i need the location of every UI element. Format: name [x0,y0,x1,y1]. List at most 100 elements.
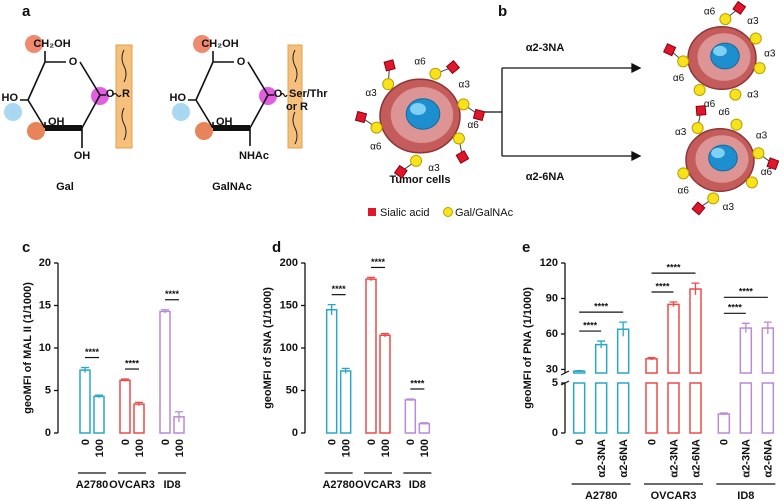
bar [159,310,171,434]
bar [761,382,775,434]
group-label: OH [48,116,65,128]
x-tick-label: α2-6NA [618,439,630,478]
y-tick-label: 90 [546,292,558,304]
gal-galnac [752,147,765,160]
group-label: HO [2,92,19,104]
y-axis-label: geoMFI of SNA (1/1000) [262,287,274,409]
treatment-label: α2-6NA [526,171,565,183]
bar [93,395,105,434]
significance-label: **** [583,320,598,330]
panel-label: e [522,239,530,256]
group-label: OH [216,116,233,128]
significance-label: **** [728,303,743,313]
linkage-label: α3 [747,16,759,27]
y-tick-label: 60 [546,328,558,340]
group-label: ID8 [409,479,426,491]
gal-galnac [730,118,743,131]
group-label: Ser/Thr [289,88,328,100]
linkage-label: α3 [459,80,471,91]
sialic-acid [455,150,470,164]
site-circle [193,35,211,53]
bar [339,370,352,434]
linkage-label: α6 [704,6,716,17]
linkage-label: α6 [414,57,426,68]
panel-label: c [22,239,30,256]
y-axis-label: geoMFI of PNA (1/1000) [522,287,534,409]
error-bar [341,367,350,374]
y-tick-label: 200 [280,257,298,269]
bar [616,382,630,434]
error-bar [367,276,375,281]
significance-label: **** [85,347,100,357]
bar [739,382,753,434]
gal-galnac [753,62,766,75]
y-tick-label: 150 [280,299,298,311]
linkage-label: α3 [756,131,768,142]
gal-galnac [719,13,732,26]
significance-label: **** [655,281,670,291]
y-tick-label: 120 [540,257,558,269]
error-bar [741,322,750,333]
linkage-label: α3 [764,48,776,59]
linkage-label: α3 [723,202,735,213]
significance-label: **** [125,358,140,368]
group-label: ID8 [163,479,180,491]
bar [667,303,680,374]
error-bar [763,321,772,334]
bar [404,399,417,434]
sialic-acid [732,0,747,15]
y-tick-label: 5 [45,384,51,396]
group-label: HO [170,92,187,104]
error-bar [327,304,336,315]
nucleus-highlight [711,147,725,159]
error-bar [669,301,678,307]
y-tick-label: 5 [552,377,558,389]
x-tick-label: 100 [134,439,146,457]
y-tick-label: 30 [546,363,558,375]
panel-label: d [272,239,281,256]
bar [79,369,91,434]
gal-galnac [691,122,704,135]
sialic-acid [354,110,368,124]
group-label: CH₂OH [33,38,70,50]
bar [572,382,586,434]
significance-label: **** [410,378,425,388]
group-label: O [274,88,283,100]
significance-label: **** [594,302,609,312]
linkage-label: α6 [761,167,773,178]
group-label: A2780 [76,479,108,491]
chain [121,49,127,141]
linkage-label: α6 [704,99,716,110]
significance-label: **** [666,262,681,272]
sialic-acid [663,43,677,57]
linkage-label: α3 [428,163,440,174]
error-bar [175,411,183,422]
sialic-acid [766,157,780,171]
arrow-head [631,62,642,162]
legend-swatch [368,208,376,216]
y-tick-label: 0 [45,427,51,439]
protein-bar [115,44,133,149]
group-label: or R [286,101,308,113]
treatment-label: α2-3NA [526,42,565,54]
x-tick-label: 0 [405,439,417,445]
bar [667,382,680,434]
group-label: A2780 [322,479,354,491]
gal-galnac [745,176,758,189]
sialic-acid [691,201,706,216]
linkage-label: α6 [673,73,685,84]
tumor-cell: α6 α3 α3 α6 α6 α3 [663,0,776,110]
gal-galnac [677,55,690,68]
error-bar [406,398,415,401]
bond [112,92,122,98]
bar [689,382,702,434]
site-circle [172,103,190,121]
gal-structure: CH₂OH HO O OH OH O R Gal [2,35,133,193]
group-label: ID8 [737,490,754,501]
bar [594,343,608,374]
bar [594,382,608,434]
group-label: A2780 [585,490,617,501]
error-bar [619,321,628,337]
x-tick-label: 0 [719,439,731,445]
group-label: NHAc [239,150,269,162]
